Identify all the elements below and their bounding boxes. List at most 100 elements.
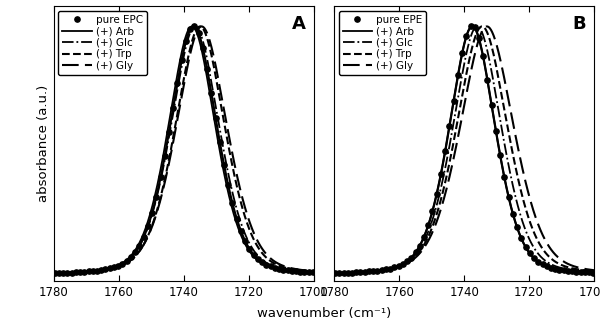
(+) Gly [296,268,304,272]
(+) Trp [208,54,215,58]
Line: (+) Arb: (+) Arb [38,26,330,274]
(+) Glc [125,257,133,261]
(+) Gly [197,25,205,28]
(+) Trp [577,268,584,272]
(+) Glc [197,34,205,37]
(+) Trp [478,25,485,28]
Line: pure EPE: pure EPE [316,24,600,276]
(+) Glc [208,81,215,85]
(+) Arb [469,25,476,28]
pure EPC [238,229,245,233]
Line: (+) Trp: (+) Trp [38,26,330,274]
Text: A: A [292,15,306,33]
pure EPE [357,270,364,274]
(+) Trp [98,268,106,272]
pure EPC [259,260,266,264]
Legend: pure EPC, (+) Arb, (+) Glc, (+) Trp, (+) Gly: pure EPC, (+) Arb, (+) Glc, (+) Trp, (+)… [58,11,147,75]
(+) Trp [379,268,386,272]
(+) Gly [478,31,485,35]
Text: B: B [572,15,586,33]
(+) Glc [406,258,413,262]
(+) Arb [488,106,496,110]
pure EPC [77,270,84,274]
(+) Glc [34,272,41,276]
(+) Arb [326,271,334,275]
(+) Glc [473,25,481,28]
pure EPE [314,272,322,276]
pure EPE [539,263,546,266]
Line: (+) Arb: (+) Arb [318,26,600,274]
(+) Gly [93,269,100,273]
(+) Gly [326,270,334,274]
(+) Arb [93,268,100,272]
(+) Arb [208,103,215,107]
Line: pure EPC: pure EPC [35,24,332,276]
(+) Glc [379,268,386,272]
pure EPC [34,272,41,276]
(+) Glc [488,72,496,76]
(+) Trp [326,271,334,275]
(+) Arb [373,269,380,273]
(+) Glc [98,268,106,272]
(+) Arb [188,25,196,28]
(+) Trp [373,269,380,273]
(+) Gly [577,266,584,270]
(+) Gly [34,272,41,276]
(+) Arb [406,257,413,261]
pure EPE [353,270,360,274]
pure EPE [442,149,449,153]
(+) Arb [125,256,133,260]
(+) Glc [191,25,199,28]
(+) Glc [296,269,304,273]
(+) Glc [326,271,334,275]
(+) Gly [373,269,380,273]
(+) Trp [34,272,41,276]
(+) Gly [98,268,106,272]
(+) Glc [373,269,380,273]
(+) Trp [197,25,205,29]
(+) Arb [296,270,304,274]
(+) Arb [379,268,386,272]
(+) Trp [125,260,133,264]
(+) Glc [577,269,584,273]
(+) Arb [478,47,485,51]
pure EPE [467,25,474,28]
Line: (+) Glc: (+) Glc [38,26,330,274]
(+) Trp [479,25,486,28]
Line: (+) Gly: (+) Gly [38,26,330,274]
Text: wavenumber (cm⁻¹): wavenumber (cm⁻¹) [257,307,391,320]
(+) Gly [314,272,322,276]
(+) Glc [93,268,100,272]
(+) Trp [296,268,304,272]
Line: (+) Gly: (+) Gly [318,26,600,274]
pure EPC [326,271,334,275]
(+) Trp [314,272,322,276]
pure EPC [288,269,295,273]
(+) Arb [197,46,205,50]
(+) Arb [314,272,322,276]
(+) Gly [125,259,133,263]
(+) Gly [198,25,205,28]
pure EPC [191,25,198,28]
(+) Gly [406,260,413,264]
(+) Gly [488,30,496,34]
Line: (+) Trp: (+) Trp [318,26,600,274]
(+) Arb [98,268,106,272]
(+) Trp [488,46,496,50]
(+) Arb [34,272,41,276]
(+) Trp [406,259,413,263]
(+) Arb [577,270,584,274]
Legend: pure EPE, (+) Arb, (+) Glc, (+) Trp, (+) Gly: pure EPE, (+) Arb, (+) Glc, (+) Trp, (+)… [338,11,427,75]
(+) Gly [208,46,215,50]
Y-axis label: absorbance (a.u.): absorbance (a.u.) [37,85,50,203]
(+) Trp [196,25,203,28]
(+) Gly [483,25,490,28]
pure EPC [72,270,79,274]
pure EPE [518,236,525,240]
pure EPE [569,269,576,273]
(+) Glc [478,29,485,33]
(+) Trp [93,269,100,273]
Line: (+) Glc: (+) Glc [318,26,600,274]
pure EPC [161,154,169,158]
(+) Gly [379,268,386,272]
